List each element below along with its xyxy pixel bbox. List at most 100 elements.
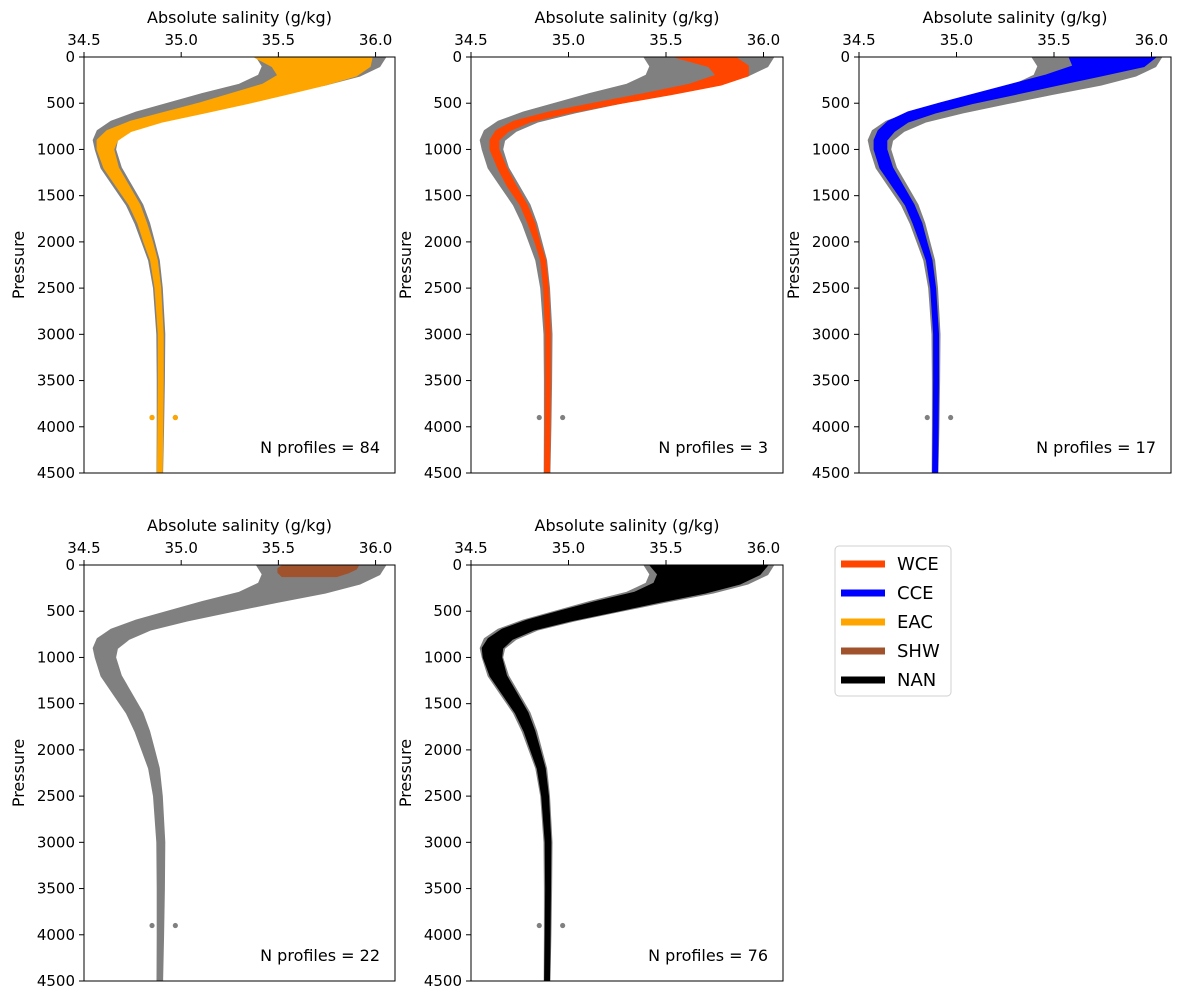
background-point xyxy=(1061,57,1067,61)
y-tick-label: 1000 xyxy=(424,140,462,158)
n-profiles-annotation: N profiles = 84 xyxy=(260,438,380,457)
y-axis-title: Pressure xyxy=(396,739,415,807)
background-point xyxy=(1051,57,1057,61)
y-tick-label: 4000 xyxy=(812,418,850,436)
background-point xyxy=(536,414,542,421)
y-tick-label: 2500 xyxy=(424,787,462,805)
legend-label-wce: WCE xyxy=(897,554,939,575)
y-tick-label: 2000 xyxy=(424,741,462,759)
y-tick-label: 0 xyxy=(452,48,462,66)
y-tick-label: 3000 xyxy=(424,325,462,343)
x-tick-label: 35.5 xyxy=(1037,31,1070,49)
y-tick-label: 3000 xyxy=(37,833,75,851)
plot-area xyxy=(479,57,775,473)
y-tick-label: 500 xyxy=(821,94,850,112)
x-tick-label: 35.0 xyxy=(552,539,585,557)
highlight-profile-band xyxy=(481,565,769,981)
y-tick-label: 500 xyxy=(46,94,75,112)
y-tick-label: 2500 xyxy=(424,279,462,297)
highlight-profile-band xyxy=(489,57,749,473)
highlight-point xyxy=(149,414,155,421)
highlight-point xyxy=(314,57,320,63)
x-tick-label: 35.5 xyxy=(649,31,682,49)
y-tick-label: 4000 xyxy=(424,418,462,436)
background-point xyxy=(1041,57,1047,61)
legend-label-shw: SHW xyxy=(897,641,940,662)
highlight-profile-band xyxy=(96,57,373,473)
background-point xyxy=(1055,57,1061,61)
y-tick-label: 4500 xyxy=(37,972,75,990)
x-tick-label: 36.0 xyxy=(747,539,780,557)
x-axis-title: Absolute salinity (g/kg) xyxy=(535,516,720,535)
y-tick-label: 3500 xyxy=(812,372,850,390)
x-tick-label: 35.0 xyxy=(164,31,197,49)
y-tick-label: 1000 xyxy=(37,648,75,666)
y-tick-label: 4500 xyxy=(812,464,850,482)
panels: 34.5 35.0 35.5 36.0 0 500 1000 1500 2000 2500 3000… xyxy=(9,8,1172,990)
y-tick-label: 4500 xyxy=(424,464,462,482)
y-tick-label: 4000 xyxy=(424,926,462,944)
x-tick-label: 36.0 xyxy=(359,539,392,557)
x-tick-label: 34.5 xyxy=(67,31,100,49)
background-point xyxy=(560,922,566,929)
x-axis-title: Absolute salinity (g/kg) xyxy=(923,8,1108,27)
background-point xyxy=(667,57,673,61)
y-tick-label: 1500 xyxy=(812,187,850,205)
y-tick-label: 0 xyxy=(452,556,462,574)
plot-area xyxy=(479,565,775,981)
axes-frame xyxy=(470,56,784,474)
x-tick-label: 35.0 xyxy=(164,539,197,557)
highlight-point xyxy=(299,57,305,61)
y-tick-label: 1500 xyxy=(424,187,462,205)
background-point xyxy=(948,414,954,421)
y-tick-label: 3500 xyxy=(37,880,75,898)
background-point xyxy=(663,57,669,61)
axes-frame xyxy=(83,564,396,982)
y-tick-label: 3000 xyxy=(37,325,75,343)
x-axis-title: Absolute salinity (g/kg) xyxy=(147,516,332,535)
y-tick-label: 2000 xyxy=(812,233,850,251)
y-tick-label: 0 xyxy=(840,48,850,66)
n-profiles-annotation: N profiles = 76 xyxy=(648,946,768,965)
x-tick-label: 35.5 xyxy=(262,31,295,49)
y-tick-label: 1000 xyxy=(812,140,850,158)
panel-3: 34.5 35.0 35.5 36.0 0 500 1000 1500 2000 2500 3000… xyxy=(784,8,1172,482)
x-tick-label: 36.0 xyxy=(1135,31,1168,49)
n-profiles-annotation: N profiles = 22 xyxy=(260,946,380,965)
n-profiles-annotation: N profiles = 17 xyxy=(1036,438,1156,457)
x-axis-title: Absolute salinity (g/kg) xyxy=(535,8,720,27)
axes-frame xyxy=(470,564,784,982)
y-tick-label: 500 xyxy=(433,94,462,112)
x-tick-label: 35.0 xyxy=(940,31,973,49)
y-tick-label: 1500 xyxy=(37,187,75,205)
highlight-point xyxy=(172,414,178,421)
y-tick-label: 3500 xyxy=(424,372,462,390)
y-tick-label: 2500 xyxy=(37,279,75,297)
background-point xyxy=(560,414,566,421)
background-point xyxy=(536,922,542,929)
plot-area xyxy=(867,57,1163,473)
y-tick-label: 4500 xyxy=(424,972,462,990)
panel-2: 34.5 35.0 35.5 36.0 0 500 1000 1500 2000 2500 3000… xyxy=(396,8,784,482)
y-tick-label: 1500 xyxy=(424,695,462,713)
highlight-point xyxy=(330,57,336,62)
y-tick-label: 2000 xyxy=(37,741,75,759)
y-axis-title: Pressure xyxy=(784,231,803,299)
x-tick-label: 35.5 xyxy=(649,539,682,557)
y-axis-title: Pressure xyxy=(396,231,415,299)
panel-4: 34.5 35.0 35.5 36.0 0 500 1000 1500 2000 2500 3000… xyxy=(9,516,396,990)
x-tick-label: 36.0 xyxy=(359,31,392,49)
background-point xyxy=(653,57,659,61)
y-tick-label: 3000 xyxy=(812,325,850,343)
y-tick-label: 1000 xyxy=(37,140,75,158)
panel-5: 34.5 35.0 35.5 36.0 0 500 1000 1500 2000 2500 3000… xyxy=(396,516,784,990)
x-tick-label: 36.0 xyxy=(747,31,780,49)
legend-box xyxy=(834,545,952,697)
y-tick-label: 500 xyxy=(433,602,462,620)
background-point xyxy=(657,57,663,61)
y-tick-label: 2000 xyxy=(424,233,462,251)
background-profile-band xyxy=(92,565,387,981)
x-tick-label: 34.5 xyxy=(454,31,487,49)
legend: WCE CCE EAC SHW NAN xyxy=(834,545,952,697)
